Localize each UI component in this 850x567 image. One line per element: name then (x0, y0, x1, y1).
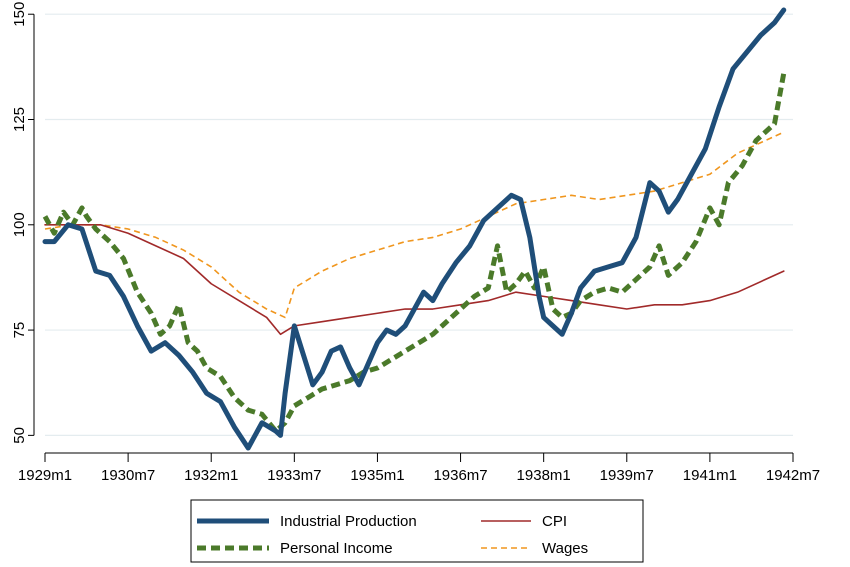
series-line-industrial-production (42, 7, 787, 451)
legend-label-wages: Wages (542, 540, 588, 557)
y-tick-label: 50 (11, 427, 28, 444)
grid-lines (45, 13, 793, 436)
series-line-cpi (44, 223, 785, 336)
x-tick-label: 1933m7 (267, 467, 321, 484)
x-tick-label: 1936m7 (433, 467, 487, 484)
legend-label-cpi: CPI (542, 513, 567, 530)
x-tick-label: 1930m7 (101, 467, 155, 484)
legend-label-industrial-production: Industrial Production (280, 513, 417, 530)
x-tick-label: 1929m1 (18, 467, 72, 484)
series-line-personal-income (42, 72, 787, 434)
series-layer (42, 7, 787, 451)
series-line-wages (44, 131, 785, 319)
y-tick-label: 75 (11, 322, 28, 339)
x-tick-label: 1932m1 (184, 467, 238, 484)
y-tick-label: 150 (11, 2, 28, 27)
y-tick-label: 125 (11, 107, 28, 132)
x-tick-label: 1939m7 (600, 467, 654, 484)
legend-label-personal-income: Personal Income (280, 540, 393, 557)
y-tick-label: 100 (11, 212, 28, 237)
x-tick-label: 1941m1 (683, 467, 737, 484)
legend-box (190, 499, 644, 563)
x-tick-label: 1938m1 (517, 467, 571, 484)
axes: 50 75 100 125 150 1929m1 1930m7 1932m1 1933m7 193… (11, 2, 820, 484)
legend: Industrial Production CPI Personal Income W… (190, 499, 644, 563)
x-tick-label: 1935m1 (350, 467, 404, 484)
x-tick-label: 1942m7 (766, 467, 820, 484)
